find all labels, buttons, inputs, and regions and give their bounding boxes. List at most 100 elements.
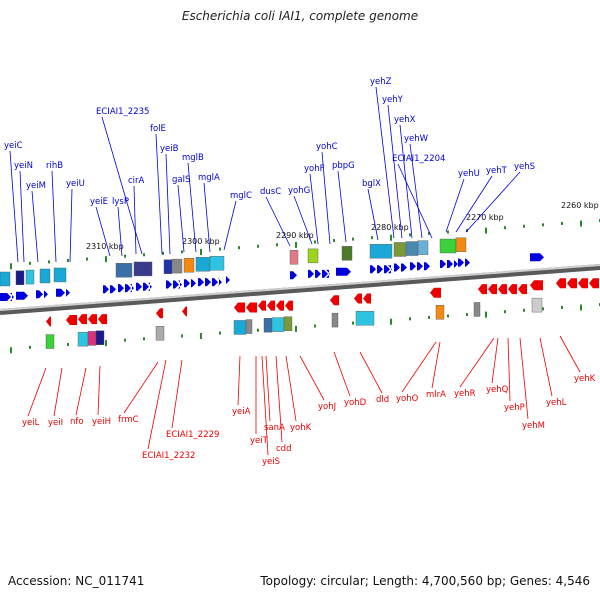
- svg-text:yeiM: yeiM: [26, 181, 46, 191]
- svg-text:yohJ: yohJ: [318, 402, 336, 412]
- svg-text:yeiB: yeiB: [160, 144, 179, 154]
- reverse-gene-arrow: [330, 295, 339, 306]
- gene-label-yehZ: yehZ: [370, 77, 395, 239]
- reverse-gene-arrow: [589, 278, 599, 289]
- gene-label-yeiM: yeiM: [26, 181, 46, 263]
- svg-text:bglX: bglX: [362, 179, 381, 189]
- cog-box: [355, 311, 375, 326]
- reverse-gene-arrow: [246, 302, 257, 313]
- reverse-gene-arrow: [267, 300, 275, 311]
- cog-box: [331, 312, 339, 328]
- forward-gene-arrow: [212, 278, 218, 287]
- cog-box: [393, 242, 407, 257]
- svg-text:yehS: yehS: [514, 162, 535, 172]
- reverse-gene-arrow: [66, 315, 77, 326]
- gene-label-mlrA: mlrA: [426, 341, 446, 400]
- svg-text:nfo: nfo: [70, 417, 84, 427]
- gene-label-yehR: yehR: [454, 337, 495, 399]
- reverse-gene-labels: yeiL yeiI nfo yeiH frmC ECIAI1_2232 ECIAI1_222…: [22, 335, 596, 467]
- gene-label-cirA: cirA: [128, 176, 145, 255]
- cog-box: [283, 316, 293, 331]
- gene-label-yehY: yehY: [382, 95, 404, 239]
- cog-box: [0, 271, 11, 287]
- forward-gene-arrow: [322, 269, 328, 278]
- cog-box: [163, 259, 173, 274]
- cog-box: [405, 241, 419, 256]
- cog-box: [87, 331, 97, 346]
- gene-label-yeiL: yeiL: [22, 367, 47, 428]
- forward-gene-arrow: [136, 282, 142, 291]
- gene-label-yehL: yehL: [539, 337, 567, 408]
- svg-text:yehW: yehW: [404, 134, 429, 144]
- reverse-gene-arrow: [234, 302, 245, 313]
- svg-text:yehL: yehL: [546, 398, 567, 408]
- forward-gene-arrow: [118, 284, 124, 293]
- svg-text:galS: galS: [172, 175, 190, 185]
- gene-label-folE: folE: [150, 124, 166, 255]
- forward-gene-arrow: [143, 282, 149, 291]
- scale-tick-label: 2260 kbp: [561, 201, 599, 210]
- cog-box: [133, 261, 153, 277]
- gene-label-dld: dld: [359, 351, 389, 405]
- gene-label-ECIAI1_2232: ECIAI1_2232: [142, 359, 195, 461]
- gene-label-ECIAI1_2229: ECIAI1_2229: [166, 359, 219, 440]
- cog-box: [263, 318, 273, 333]
- cog-box: [183, 258, 195, 273]
- gene-label-yehT: yehT: [455, 166, 508, 233]
- forward-gene-arrow: [10, 293, 14, 301]
- reverse-gene-arrow: [182, 306, 187, 317]
- svg-text:dld: dld: [376, 395, 389, 405]
- svg-text:folE: folE: [150, 124, 166, 134]
- svg-text:yeiE: yeiE: [90, 197, 108, 207]
- reverse-gene-arrow: [88, 314, 97, 325]
- gene-label-pbpG: pbpG: [332, 161, 355, 243]
- reverse-gene-arrows: [46, 278, 599, 327]
- cog-box: [289, 250, 299, 265]
- forward-gene-arrow: [440, 260, 446, 268]
- forward-gene-arrow: [401, 263, 407, 272]
- gene-label-nfo: nfo: [70, 367, 87, 427]
- reverse-gene-arrow: [285, 300, 293, 311]
- gene-label-mglA: mglA: [198, 173, 220, 253]
- forward-gene-arrow: [384, 265, 390, 274]
- gene-label-yehM: yehM: [519, 337, 545, 431]
- cog-box: [209, 256, 225, 271]
- forward-gene-arrow: [465, 258, 470, 267]
- gene-label-dusC: dusC: [260, 187, 291, 247]
- cog-box: [77, 331, 89, 347]
- forward-gene-arrow: [388, 265, 392, 274]
- svg-text:yehR: yehR: [454, 389, 476, 399]
- svg-text:mglC: mglC: [230, 191, 252, 201]
- forward-gene-arrow: [530, 253, 544, 262]
- svg-text:yeiN: yeiN: [14, 161, 33, 171]
- gene-label-yohC: yohC: [316, 142, 338, 245]
- forward-gene-arrow: [336, 267, 351, 276]
- forward-gene-arrow: [130, 284, 134, 293]
- svg-text:mglB: mglB: [182, 153, 204, 163]
- cog-box: [25, 269, 35, 285]
- cog-box: [245, 319, 253, 334]
- svg-text:cirA: cirA: [128, 176, 145, 186]
- gene-label-yohD: yohD: [333, 351, 367, 408]
- cog-box: [531, 297, 543, 313]
- forward-gene-arrow: [458, 258, 464, 267]
- reverse-gene-arrow: [556, 278, 566, 289]
- forward-gene-arrow: [110, 285, 116, 294]
- svg-text:ECIAI1_2235: ECIAI1_2235: [96, 107, 149, 117]
- gene-label-yeiU: yeiU: [66, 179, 85, 263]
- svg-text:lysP: lysP: [112, 197, 129, 207]
- gene-label-yeiC: yeiC: [4, 141, 23, 263]
- gene-label-yohG: yohG: [288, 186, 313, 245]
- svg-text:yeiL: yeiL: [22, 418, 40, 428]
- cog-box: [15, 270, 25, 285]
- cog-box: [53, 267, 67, 283]
- reverse-gene-arrow: [46, 316, 51, 327]
- gene-label-yohO: yohO: [396, 341, 437, 404]
- gene-label-yohJ: yohJ: [299, 355, 336, 412]
- svg-text:mlrA: mlrA: [426, 390, 446, 400]
- cog-box: [45, 334, 55, 349]
- svg-text:yeiU: yeiU: [66, 179, 85, 189]
- cog-box: [473, 302, 481, 317]
- gene-label-mglC: mglC: [223, 191, 252, 251]
- scale-tick-label: 2290 kbp: [276, 231, 314, 240]
